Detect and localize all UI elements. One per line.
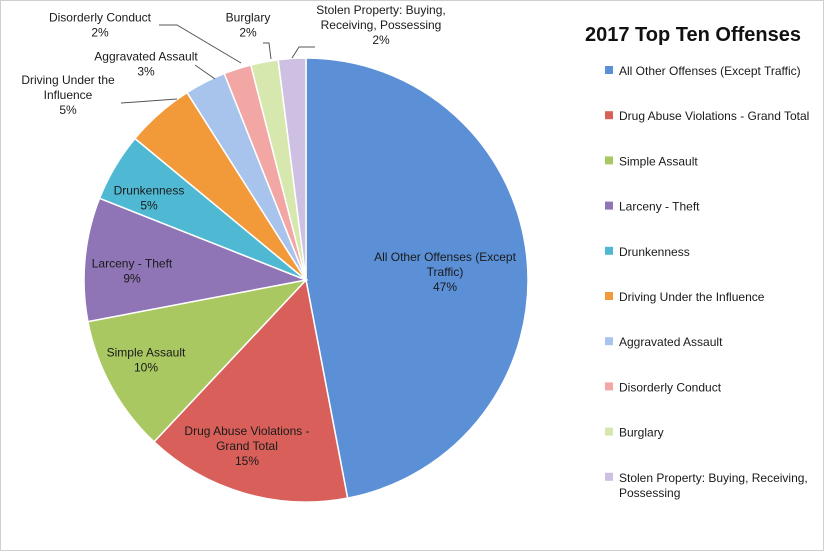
legend-label: All Other Offenses (Except Traffic) (619, 64, 801, 78)
pie-slice (277, 57, 307, 281)
legend-swatch (605, 337, 613, 346)
slice-label: Drug Abuse Violations -Grand Total 15% (184, 424, 309, 468)
legend-swatch (605, 472, 613, 481)
chart-title: 2017 Top Ten Offenses (585, 24, 801, 46)
slice-label: Aggravated Assault 3% (94, 50, 198, 79)
legend-label: Burglary (619, 426, 664, 440)
pie-slice (83, 197, 309, 323)
pie-slice (152, 278, 349, 503)
slice-label: Drunkenness 5% (114, 184, 185, 213)
leader-line (291, 46, 315, 59)
legend: All Other Offenses (Except Traffic) Drug … (605, 64, 809, 500)
leader-line (194, 64, 216, 80)
legend-label: Disorderly Conduct (619, 380, 722, 394)
legend-swatch (605, 111, 613, 120)
pie-slice (87, 278, 309, 443)
leader-lines (120, 24, 315, 104)
legend-swatch (605, 382, 613, 391)
slice-label: Driving Under the Influence 5% (21, 73, 115, 117)
legend-label: Driving Under the Influence (619, 290, 765, 304)
slice-labels: All Other Offenses (Except Traffic) 47% Dru… (21, 3, 516, 468)
slice-label: Larceny - Theft 9% (92, 257, 173, 286)
pie-slice (305, 57, 529, 499)
slice-label: All Other Offenses (Except Traffic) 47% (374, 250, 517, 294)
legend-swatch (605, 246, 613, 255)
legend-label: Simple Assault (619, 154, 698, 168)
leader-line (159, 24, 242, 64)
leader-line (263, 42, 272, 60)
legend-label: Stolen Property: Buying, Receiving, Posse… (619, 471, 808, 500)
slice-label: Simple Assault 10% (107, 346, 186, 375)
legend-swatch (605, 201, 613, 210)
legend-label: Larceny - Theft (619, 200, 700, 214)
leader-line (120, 98, 178, 104)
slice-label: Stolen Property: Buying, Receiving, Posse… (316, 3, 445, 47)
legend-swatch (605, 156, 613, 165)
legend-label: Drunkenness (619, 245, 690, 259)
slice-label: Burglary 2% (226, 11, 271, 40)
legend-label: Aggravated Assault (619, 335, 723, 349)
slice-label: Disorderly Conduct 2% (49, 11, 152, 40)
legend-swatch (605, 427, 613, 436)
legend-label: Drug Abuse Violations - Grand Total (619, 109, 809, 123)
legend-swatch (605, 66, 613, 74)
pie-slices (83, 57, 529, 503)
legend-swatch (605, 292, 613, 300)
